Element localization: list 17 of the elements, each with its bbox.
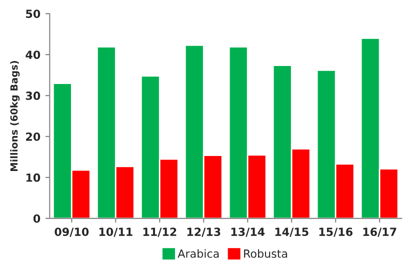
- x-tick-label: 09/10: [54, 228, 89, 237]
- x-tick-label: 10/11: [99, 228, 132, 237]
- legend-label: Robusta: [244, 249, 288, 258]
- x-tick-label: 16/17: [363, 228, 396, 237]
- y-axis-title: Millions (60kg Bags): [10, 61, 20, 171]
- y-tick-label: 10: [26, 173, 40, 182]
- y-tick-label: 0: [33, 214, 40, 223]
- x-tick-label: 12/13: [187, 228, 220, 237]
- x-tick-label: 11/12: [143, 228, 176, 237]
- y-tick-label: 40: [26, 50, 40, 59]
- legend-label: Arabica: [178, 249, 219, 258]
- y-tick-label: 20: [26, 132, 40, 141]
- x-tick-label: 13/14: [231, 228, 265, 237]
- y-tick-label: 30: [26, 92, 40, 100]
- y-tick-label: 50: [26, 10, 40, 18]
- x-tick-label: 14/15: [275, 228, 308, 237]
- x-tick-label: 15/16: [319, 228, 352, 237]
